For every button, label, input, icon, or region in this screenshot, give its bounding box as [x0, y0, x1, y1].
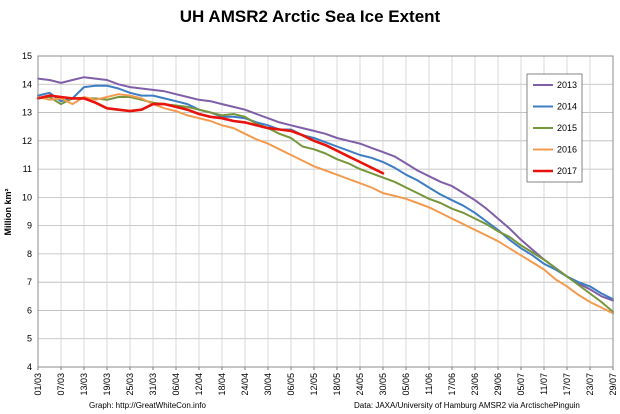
series-line-2013: [37, 76, 614, 302]
y-tick-label: 6: [27, 305, 32, 315]
x-tick-label: 12/05: [309, 373, 319, 396]
x-tick-label: 17/06: [447, 373, 457, 396]
x-tick-label: 12/04: [194, 373, 204, 396]
x-tick-label: 18/04: [217, 373, 227, 396]
series-line-2016: [37, 93, 614, 315]
x-tick-label: 06/05: [286, 373, 296, 396]
y-tick-label: 15: [22, 51, 32, 61]
x-tick-label: 11/06: [424, 373, 434, 395]
x-tick-label: 13/03: [79, 373, 89, 396]
x-tick-label: 24/04: [240, 373, 250, 396]
y-tick-label: 13: [22, 108, 32, 118]
x-tick-label: 05/06: [401, 373, 411, 396]
x-tick-label: 07/03: [56, 373, 66, 396]
x-tick-label: 29/07: [608, 373, 618, 396]
x-tick-label: 01/03: [33, 373, 43, 396]
y-tick-label: 4: [27, 362, 32, 372]
y-tick-label: 7: [27, 277, 32, 287]
chart-title: UH AMSR2 Arctic Sea Ice Extent: [180, 7, 441, 26]
x-tick-label: 18/05: [332, 373, 342, 396]
y-tick-label: 8: [27, 249, 32, 259]
x-tick-label: 23/07: [585, 373, 595, 396]
legend: 2013 2014 2015 2016 2017: [526, 73, 583, 183]
y-tick-label: 12: [22, 136, 32, 146]
x-tick-label: 25/03: [125, 373, 135, 396]
legend-label-2014: 2014: [557, 102, 577, 112]
y-tick-label: 5: [27, 334, 32, 344]
x-tick-label: 29/06: [493, 373, 503, 396]
x-tick-label: 17/07: [562, 373, 572, 396]
legend-label-2017: 2017: [557, 166, 577, 176]
footer-source-data: Data: JAXA/University of Hamburg AMSR2 v…: [354, 401, 580, 410]
series-line-2014: [37, 84, 614, 301]
series-line-2017: [36, 94, 385, 175]
legend-label-2015: 2015: [557, 123, 577, 133]
x-tick-label: 30/04: [263, 373, 273, 396]
x-tick-label: 23/06: [470, 373, 480, 396]
x-tick-label: 05/07: [516, 373, 526, 396]
y-tick-label: 14: [22, 79, 32, 89]
x-tick-label: 30/05: [378, 373, 388, 396]
legend-label-2016: 2016: [557, 145, 577, 155]
y-axis-label: Million km²: [3, 188, 13, 235]
footer-source-graph: Graph: http://GreatWhiteCon.info: [89, 401, 206, 410]
axes: 4 5 6 7 8 9 10 11 12 13 14 15 01/03 07/03 13/03 19/03 25…: [22, 51, 618, 396]
y-tick-label: 10: [22, 192, 32, 202]
plot-area-border: [37, 55, 614, 368]
y-tick-label: 11: [23, 164, 32, 174]
x-tick-label: 19/03: [102, 373, 112, 396]
x-tick-label: 24/05: [355, 373, 365, 396]
x-tick-label: 06/04: [171, 373, 181, 396]
y-tick-label: 9: [27, 221, 32, 231]
series-line-2015: [37, 96, 614, 313]
legend-label-2013: 2013: [557, 80, 577, 90]
series-lines: [36, 76, 614, 315]
x-tick-label: 31/03: [148, 373, 158, 396]
x-tick-label: 11/07: [539, 373, 549, 395]
